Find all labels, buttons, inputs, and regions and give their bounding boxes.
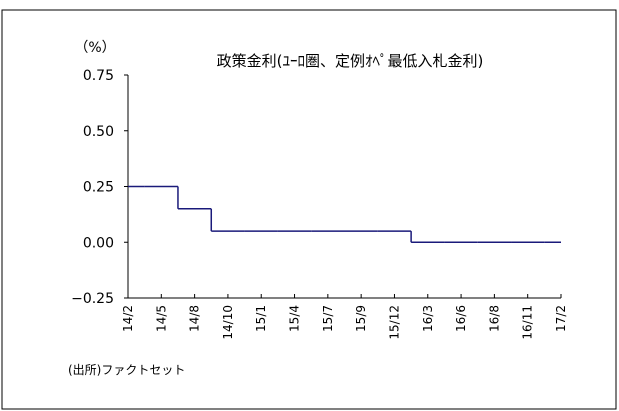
source-note: (出所)ファクトセット: [68, 363, 185, 377]
x-tick-label: 17/2: [554, 305, 568, 332]
x-tick-label: 14/8: [188, 305, 202, 332]
y-tick-label: 0.75: [83, 68, 114, 84]
x-tick-label: 15/7: [321, 305, 335, 332]
frame: [1, 9, 617, 410]
y-tick-label: 0.25: [83, 180, 114, 196]
y-tick-label: 0.50: [83, 124, 114, 140]
x-tick-label: 16/6: [454, 305, 468, 332]
x-tick-label: 15/12: [387, 305, 401, 340]
y-unit: （%）: [74, 40, 115, 56]
x-tick-label: 16/8: [487, 305, 501, 332]
x-tick-label: 15/1: [254, 305, 268, 332]
chart-title: 政策金利(ﾕｰﾛ圏、定例ｵﾍﾟ最低入札金利): [217, 52, 484, 70]
x-tick-label: 15/4: [288, 305, 302, 332]
x-tick-label: 16/3: [421, 305, 435, 332]
y-tick-label: −0.25: [71, 291, 114, 307]
x-tick-label: 14/2: [121, 305, 135, 332]
x-tick-label: 14/5: [154, 305, 168, 332]
x-tick-label: 15/9: [354, 305, 368, 332]
x-tick-label: 14/10: [221, 305, 235, 340]
x-tick-label: 16/11: [521, 305, 535, 340]
y-tick-label: 0.00: [83, 235, 114, 251]
